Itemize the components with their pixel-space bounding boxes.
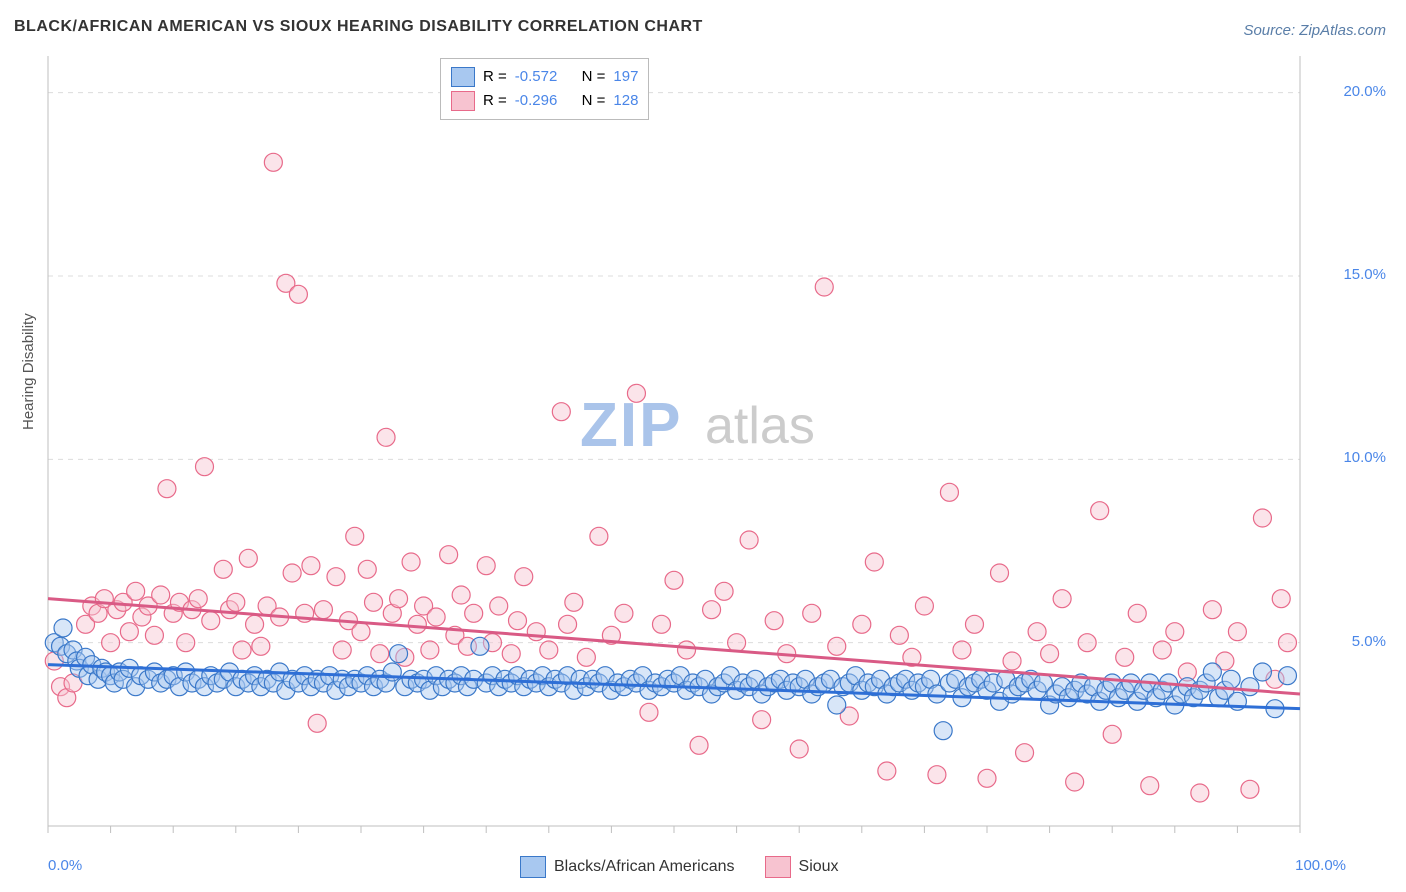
x-tick-right: 100.0%	[1295, 857, 1346, 874]
pink-swatch	[451, 91, 475, 111]
y-tick-label: 10.0%	[1343, 449, 1386, 466]
blue-swatch	[520, 856, 546, 878]
stats-legend-row: R =-0.296 N =128	[451, 89, 638, 113]
series-legend: Blacks/African Americans Sioux	[520, 856, 839, 878]
stats-legend-row: R =-0.572 N =197	[451, 65, 638, 89]
scatter-plot	[0, 0, 1406, 892]
chart-container: BLACK/AFRICAN AMERICAN VS SIOUX HEARING …	[0, 0, 1406, 892]
y-tick-label: 15.0%	[1343, 266, 1386, 283]
pink-swatch	[765, 856, 791, 878]
series-legend-item: Sioux	[765, 856, 839, 878]
x-tick-left: 0.0%	[48, 857, 82, 874]
series-legend-item: Blacks/African Americans	[520, 856, 735, 878]
blue-swatch	[451, 67, 475, 87]
watermark-zip: ZIP	[580, 390, 682, 461]
watermark-atlas: atlas	[705, 396, 815, 456]
y-tick-label: 5.0%	[1352, 633, 1386, 650]
stats-legend: R =-0.572 N =197R =-0.296 N =128	[440, 58, 649, 120]
y-tick-label: 20.0%	[1343, 83, 1386, 100]
